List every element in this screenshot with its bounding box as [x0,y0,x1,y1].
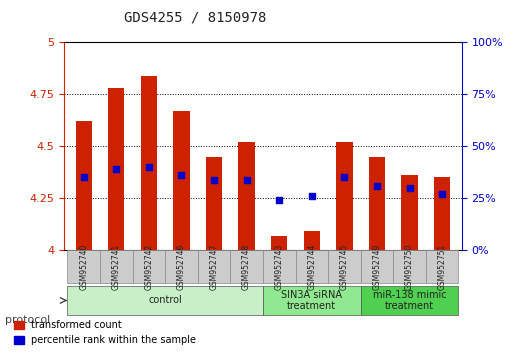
Text: control: control [148,296,182,306]
Bar [336,142,352,250]
Point [275,198,283,203]
Point [308,193,316,199]
FancyBboxPatch shape [426,250,459,282]
Text: GSM952750: GSM952750 [405,243,414,290]
Text: GSM952742: GSM952742 [144,243,153,290]
Text: miR-138 mimic
treatment: miR-138 mimic treatment [373,290,446,311]
Point [210,177,218,182]
Bar [173,111,190,250]
Point [177,172,186,178]
Text: SIN3A siRNA
treatment: SIN3A siRNA treatment [281,290,342,311]
Point [340,175,348,180]
Text: GSM952746: GSM952746 [177,243,186,290]
Bar [141,76,157,250]
Legend: transformed count, percentile rank within the sample: transformed count, percentile rank withi… [10,316,200,349]
Bar [271,236,287,250]
Text: GSM952744: GSM952744 [307,243,317,290]
Point [243,177,251,182]
Text: GSM952748: GSM952748 [242,243,251,290]
FancyBboxPatch shape [361,286,459,315]
Bar [304,232,320,250]
Bar [434,177,450,250]
Point [438,191,446,197]
FancyBboxPatch shape [230,250,263,282]
Text: GSM952745: GSM952745 [340,243,349,290]
FancyBboxPatch shape [263,250,295,282]
Bar [75,121,92,250]
FancyBboxPatch shape [393,250,426,282]
Bar [239,142,255,250]
Point [80,175,88,180]
Point [373,183,381,189]
Text: GSM952747: GSM952747 [209,243,219,290]
FancyBboxPatch shape [132,250,165,282]
Bar [401,175,418,250]
Bar [369,157,385,250]
Point [405,185,413,191]
FancyBboxPatch shape [263,286,361,315]
Text: GSM952743: GSM952743 [274,243,284,290]
FancyBboxPatch shape [165,250,198,282]
FancyBboxPatch shape [361,250,393,282]
Bar [108,88,125,250]
Text: GDS4255 / 8150978: GDS4255 / 8150978 [124,11,266,25]
Text: GSM952749: GSM952749 [372,243,382,290]
FancyBboxPatch shape [67,286,263,315]
Text: protocol: protocol [5,315,50,325]
Point [112,166,121,172]
Point [145,164,153,170]
FancyBboxPatch shape [67,250,100,282]
FancyBboxPatch shape [295,250,328,282]
Text: GSM952740: GSM952740 [79,243,88,290]
FancyBboxPatch shape [100,250,132,282]
Text: GSM952751: GSM952751 [438,243,447,290]
Text: GSM952741: GSM952741 [112,243,121,290]
FancyBboxPatch shape [198,250,230,282]
FancyBboxPatch shape [328,250,361,282]
Bar [206,157,222,250]
